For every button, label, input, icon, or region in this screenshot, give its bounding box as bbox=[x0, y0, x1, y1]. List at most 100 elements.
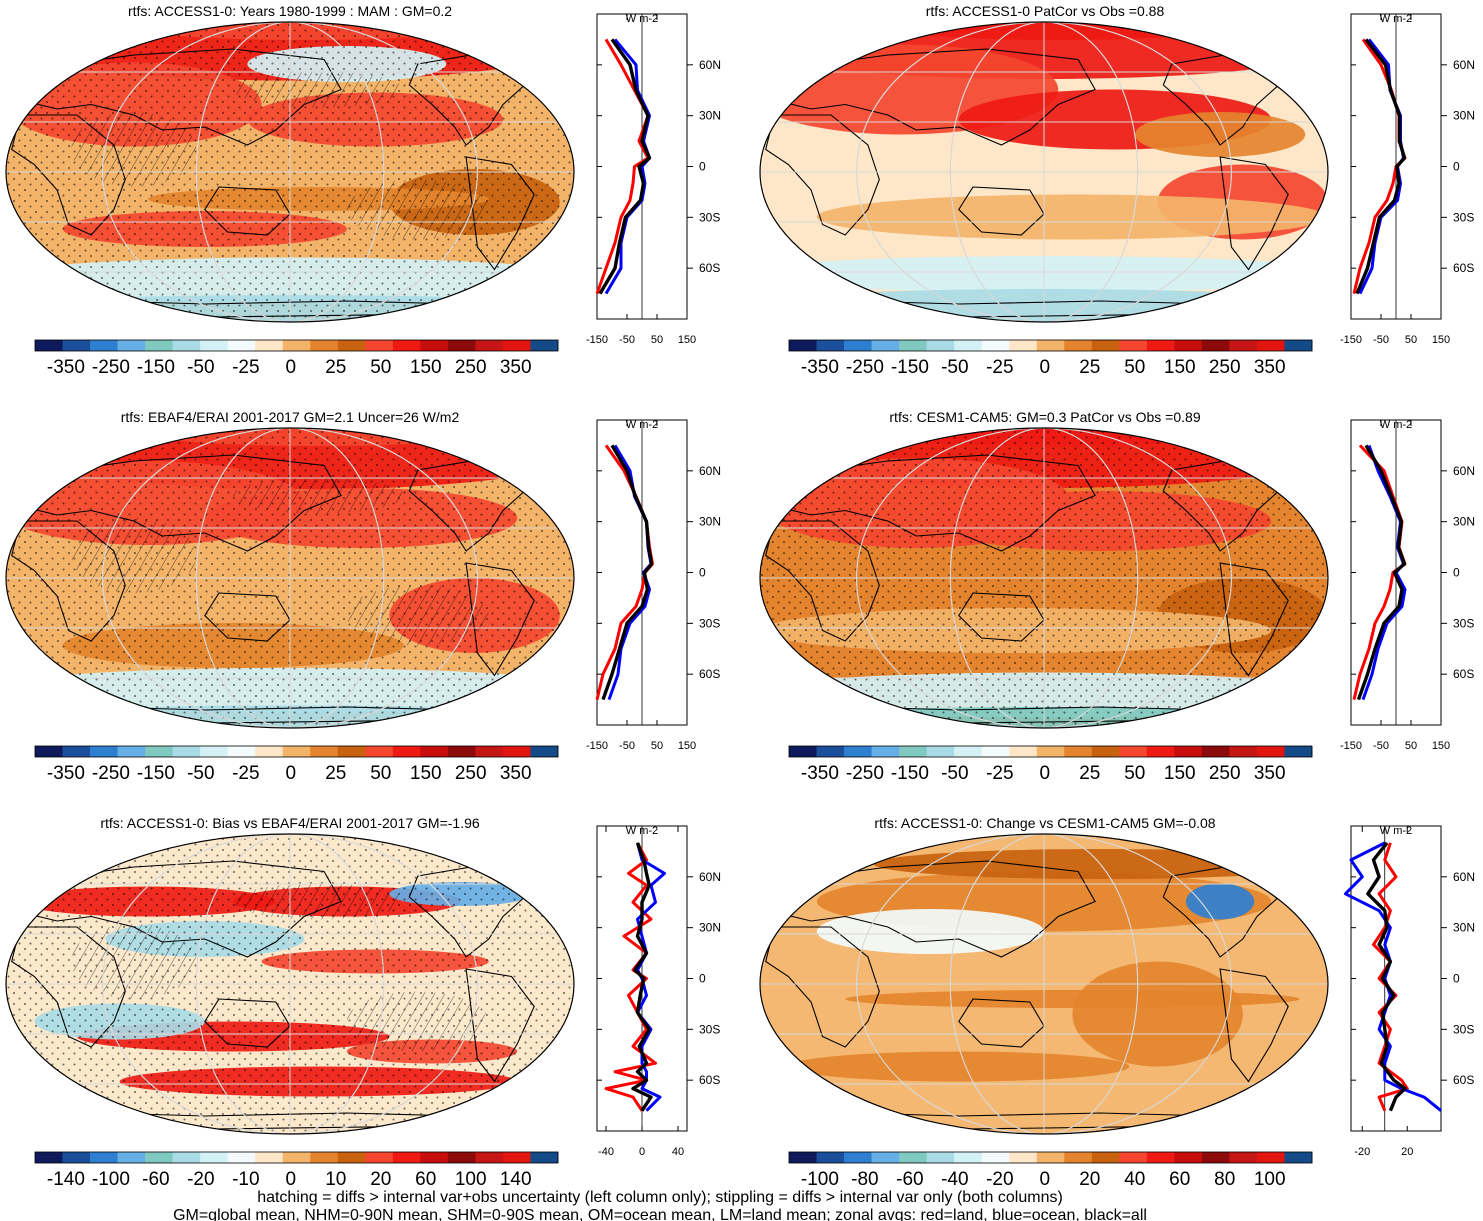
x-tick-label: 20 bbox=[1401, 1146, 1413, 1158]
colorbar-tick-label: 50 bbox=[1124, 763, 1145, 784]
colorbar: -350 -250 -150 -50 -25 0 25 50 150 250 350 bbox=[788, 745, 1313, 784]
graticule-meridian bbox=[195, 834, 385, 1134]
colorbar-tick-label: 50 bbox=[370, 763, 391, 784]
zonal-mean-plot: 60N 30N 0 30S 60S -150 -50 50 150 W m-2 bbox=[586, 419, 721, 752]
map-field-region bbox=[1186, 883, 1255, 920]
colorbar-tick-label: 25 bbox=[325, 357, 346, 378]
y-tick-label: 60S bbox=[699, 667, 720, 681]
coastline bbox=[465, 968, 535, 1083]
colorbar-swatch bbox=[1256, 746, 1285, 757]
colorbar-frame bbox=[788, 1151, 1313, 1164]
panel-access-patcor: rtfs: ACCESS1-0 PatCor vs Obs =0.88 -350… bbox=[759, 3, 1475, 378]
coastline bbox=[10, 454, 342, 552]
coastline bbox=[204, 592, 291, 642]
coastline bbox=[765, 520, 880, 642]
hatching bbox=[233, 71, 404, 108]
colorbar-tick-label: 80 bbox=[1214, 1169, 1235, 1190]
map-field bbox=[760, 834, 1328, 1134]
colorbar-tick-label: 150 bbox=[410, 357, 442, 378]
colorbar-swatch bbox=[145, 1152, 174, 1163]
colorbar-swatch bbox=[899, 340, 928, 351]
colorbar-swatch bbox=[255, 746, 284, 757]
x-tick-label: 150 bbox=[1432, 334, 1450, 346]
colorbar-tick-label: -60 bbox=[142, 1169, 169, 1190]
x-tick-label: -40 bbox=[598, 1146, 614, 1158]
units-label: W m-2 bbox=[626, 419, 658, 431]
x-tick-label: -150 bbox=[586, 334, 608, 346]
zonal-series-all bbox=[601, 444, 654, 701]
panel-access-climatology: rtfs: ACCESS1-0: Years 1980-1999 : MAM :… bbox=[5, 3, 721, 378]
colorbar-tick-label: -350 bbox=[801, 357, 839, 378]
map-field-region bbox=[1134, 112, 1306, 157]
colorbar-swatch bbox=[35, 746, 63, 757]
colorbar-swatch bbox=[844, 340, 872, 351]
colorbar-swatch bbox=[1174, 746, 1203, 757]
colorbar-swatch bbox=[337, 1152, 366, 1163]
colorbar-tick-label: 50 bbox=[370, 357, 391, 378]
colorbar-swatch bbox=[117, 340, 146, 351]
colorbar-tick-label: 20 bbox=[370, 1169, 391, 1190]
colorbar-tick-label: 250 bbox=[455, 357, 487, 378]
y-tick-label: 30N bbox=[699, 515, 721, 529]
colorbar-frame bbox=[788, 339, 1313, 352]
colorbar-swatch bbox=[1284, 1152, 1313, 1163]
coastline bbox=[764, 48, 1096, 146]
colorbar-tick-label: -50 bbox=[187, 357, 214, 378]
colorbar-swatch bbox=[1119, 340, 1148, 351]
panel-title: rtfs: ACCESS1-0: Years 1980-1999 : MAM :… bbox=[128, 3, 452, 19]
y-tick-label: 60S bbox=[699, 1073, 720, 1087]
panel-access-change: rtfs: ACCESS1-0: Change vs CESM1-CAM5 GM… bbox=[759, 815, 1475, 1190]
coastline bbox=[10, 860, 342, 958]
y-tick-label: 60N bbox=[699, 464, 721, 478]
colorbar-swatch bbox=[954, 340, 983, 351]
colorbar-tick-label: -250 bbox=[846, 357, 884, 378]
x-tick-label: 50 bbox=[1405, 334, 1417, 346]
coastline bbox=[465, 562, 535, 677]
hatching bbox=[71, 518, 197, 593]
y-tick-label: 30S bbox=[699, 210, 720, 224]
zonal-series-all bbox=[1355, 38, 1407, 295]
y-tick-label: 30S bbox=[1453, 1022, 1474, 1036]
colorbar-swatch bbox=[200, 746, 229, 757]
y-tick-label: 60N bbox=[699, 58, 721, 72]
colorbar-swatch bbox=[365, 746, 394, 757]
y-tick-label: 0 bbox=[1453, 566, 1460, 580]
colorbar-swatch bbox=[899, 1152, 928, 1163]
colorbar-tick-label: 0 bbox=[286, 1169, 297, 1190]
colorbar-tick-label: 0 bbox=[1040, 357, 1051, 378]
footer-note-legend: GM=global mean, NHM=0-90N mean, SHM=0-90… bbox=[173, 1207, 1147, 1221]
map-border bbox=[759, 833, 1329, 1135]
colorbar-swatch bbox=[35, 340, 63, 351]
colorbar-swatch bbox=[282, 746, 311, 757]
colorbar-swatch bbox=[502, 746, 531, 757]
coastline bbox=[1219, 562, 1289, 677]
y-tick-label: 60S bbox=[1453, 261, 1474, 275]
zonal-mean-plot: 60N 30N 0 30S 60S -150 -50 50 150 W m-2 bbox=[1340, 419, 1475, 752]
colorbar-tick-label: -250 bbox=[92, 763, 130, 784]
hatching bbox=[346, 179, 489, 240]
map-field-region bbox=[1072, 961, 1243, 1067]
colorbar-swatch bbox=[1146, 1152, 1175, 1163]
y-tick-label: 0 bbox=[699, 160, 706, 174]
colorbar-swatch bbox=[1229, 1152, 1258, 1163]
x-tick-label: -150 bbox=[1340, 740, 1362, 752]
colorbar-swatch bbox=[1009, 746, 1038, 757]
zonal-mean-plot: 60N 30N 0 30S 60S -150 -50 50 150 W m-2 bbox=[586, 13, 721, 346]
colorbar-swatch bbox=[475, 1152, 504, 1163]
colorbar-tick-label: -150 bbox=[137, 763, 175, 784]
colorbar-tick-label: -350 bbox=[801, 763, 839, 784]
colorbar-tick-label: 40 bbox=[1124, 1169, 1145, 1190]
x-tick-label: 150 bbox=[678, 740, 696, 752]
graticule-meridian bbox=[949, 834, 1139, 1134]
colorbar-swatch bbox=[789, 1152, 817, 1163]
colorbar-tick-label: 0 bbox=[286, 763, 297, 784]
colorbar-swatch bbox=[502, 340, 531, 351]
colorbar-swatch bbox=[871, 746, 900, 757]
graticule-meridian bbox=[102, 834, 478, 1134]
colorbar-swatch bbox=[1091, 1152, 1120, 1163]
colorbar-tick-label: 350 bbox=[500, 763, 532, 784]
colorbar-tick-label: 150 bbox=[1164, 763, 1196, 784]
colorbar-tick-label: 350 bbox=[500, 357, 532, 378]
colorbar-tick-label: -20 bbox=[986, 1169, 1013, 1190]
map-border bbox=[5, 427, 575, 729]
